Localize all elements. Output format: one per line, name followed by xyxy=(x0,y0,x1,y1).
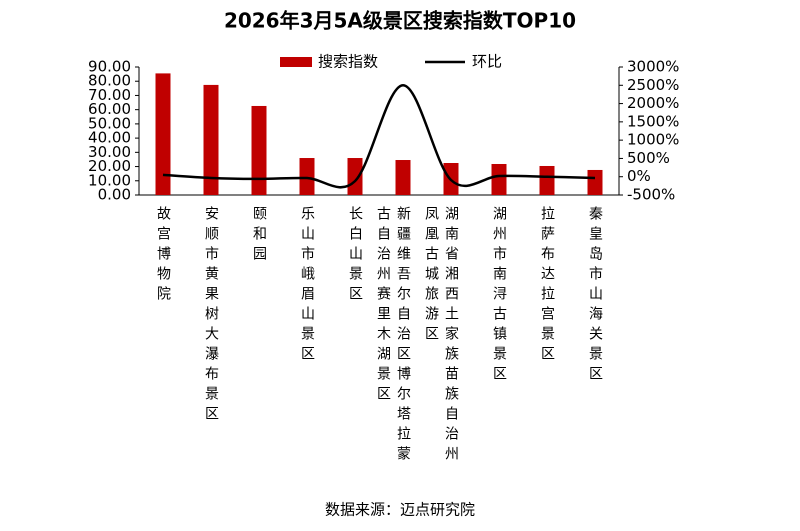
y-tick-label: 10.00 xyxy=(88,171,131,189)
y2-tick-label: 1000% xyxy=(627,131,679,149)
y2-tick-label: 2000% xyxy=(627,94,679,112)
y-tick-label: 40.00 xyxy=(88,129,131,147)
y-tick-label: 20.00 xyxy=(88,157,131,175)
x-tick-label: 新疆维吾尔自治区博尔塔拉蒙古自治州赛里木湖景区 xyxy=(375,206,411,466)
bar xyxy=(299,158,315,195)
y2-tick-label: 2500% xyxy=(627,76,679,94)
y2-tick-label: 1500% xyxy=(627,112,679,130)
y-tick-label: 90.00 xyxy=(88,58,131,76)
legend-label: 搜索指数 xyxy=(318,53,378,71)
y-tick-label: 80.00 xyxy=(88,72,131,90)
x-tick-label: 安顺市黄果树大瀑布景区 xyxy=(203,206,219,426)
y2-tick-label: -500% xyxy=(627,186,675,204)
x-tick-label: 长白山景区 xyxy=(347,206,363,306)
chart-title: 2026年3月5A级景区搜索指数TOP10 xyxy=(224,9,576,33)
bar xyxy=(203,84,219,195)
x-tick-label: 颐和园 xyxy=(251,206,267,266)
bar xyxy=(491,163,507,195)
y2-tick-label: 3000% xyxy=(627,58,679,76)
bar xyxy=(251,105,267,195)
bar xyxy=(395,160,411,195)
bar xyxy=(539,165,555,195)
y-tick-label: 50.00 xyxy=(88,114,131,132)
y2-tick-label: 0% xyxy=(627,167,651,185)
y2-tick-label: 500% xyxy=(627,149,670,167)
x-tick-label: 湖南省湘西土家族苗族自治州凤凰古城旅游区 xyxy=(423,206,459,466)
x-tick-label: 湖州市南浔古镇景区 xyxy=(491,206,507,386)
legend-swatch xyxy=(280,57,312,67)
bar xyxy=(155,73,171,195)
y-tick-label: 30.00 xyxy=(88,143,131,161)
y-tick-label: 70.00 xyxy=(88,86,131,104)
line xyxy=(162,84,596,189)
y-tick-label: 60.00 xyxy=(88,100,131,118)
y-tick-label: 0.00 xyxy=(98,186,131,204)
bar xyxy=(587,169,603,195)
bar xyxy=(347,158,363,195)
x-tick-label: 拉萨布达拉宫景区 xyxy=(539,206,555,366)
x-tick-label: 故宫博物院 xyxy=(155,206,171,306)
source: 数据来源：迈点研究院 xyxy=(325,501,475,519)
x-tick-label: 乐山市峨眉山景区 xyxy=(299,206,315,366)
legend-label: 环比 xyxy=(472,53,502,71)
x-tick-label: 秦皇岛市山海关景区 xyxy=(587,206,603,386)
